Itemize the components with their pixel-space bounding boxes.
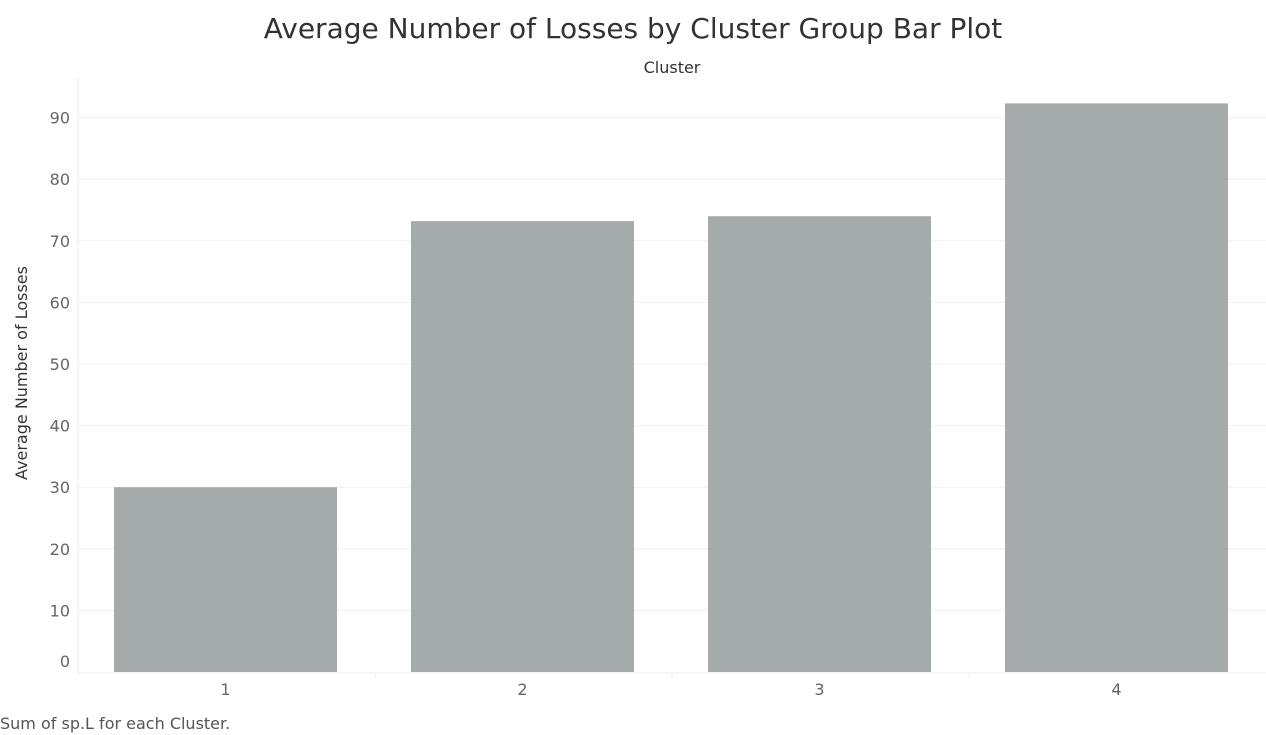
bar-cluster-1 xyxy=(114,487,337,672)
bars xyxy=(114,103,1228,672)
y-tick-label: 90 xyxy=(50,109,70,128)
x-axis-labels: 1 2 3 4 xyxy=(220,680,1121,699)
x-tick-label: 3 xyxy=(814,680,824,699)
x-tick-label: 2 xyxy=(517,680,527,699)
y-tick-label: 60 xyxy=(50,293,70,312)
x-tick-label: 4 xyxy=(1111,680,1121,699)
chart-title: Average Number of Losses by Cluster Grou… xyxy=(264,12,1003,45)
y-tick-label: 40 xyxy=(50,417,70,436)
y-tick-label: 10 xyxy=(50,601,70,620)
chart-caption: Sum of sp.L for each Cluster. xyxy=(0,714,230,733)
y-tick-label: 50 xyxy=(50,355,70,374)
y-tick-label: 20 xyxy=(50,540,70,559)
x-tick-label: 1 xyxy=(220,680,230,699)
y-tick-label: 80 xyxy=(50,170,70,189)
bar-cluster-4 xyxy=(1005,103,1228,672)
y-axis-ticks: 0 10 20 30 40 50 60 70 80 90 xyxy=(50,109,70,671)
y-axis-title: Average Number of Losses xyxy=(12,266,31,480)
column-header: Cluster xyxy=(644,58,701,77)
bar-cluster-3 xyxy=(708,216,931,672)
y-tick-label: 30 xyxy=(50,478,70,497)
y-tick-label: 0 xyxy=(60,652,70,671)
bar-cluster-2 xyxy=(411,221,634,672)
y-tick-label: 70 xyxy=(50,232,70,251)
